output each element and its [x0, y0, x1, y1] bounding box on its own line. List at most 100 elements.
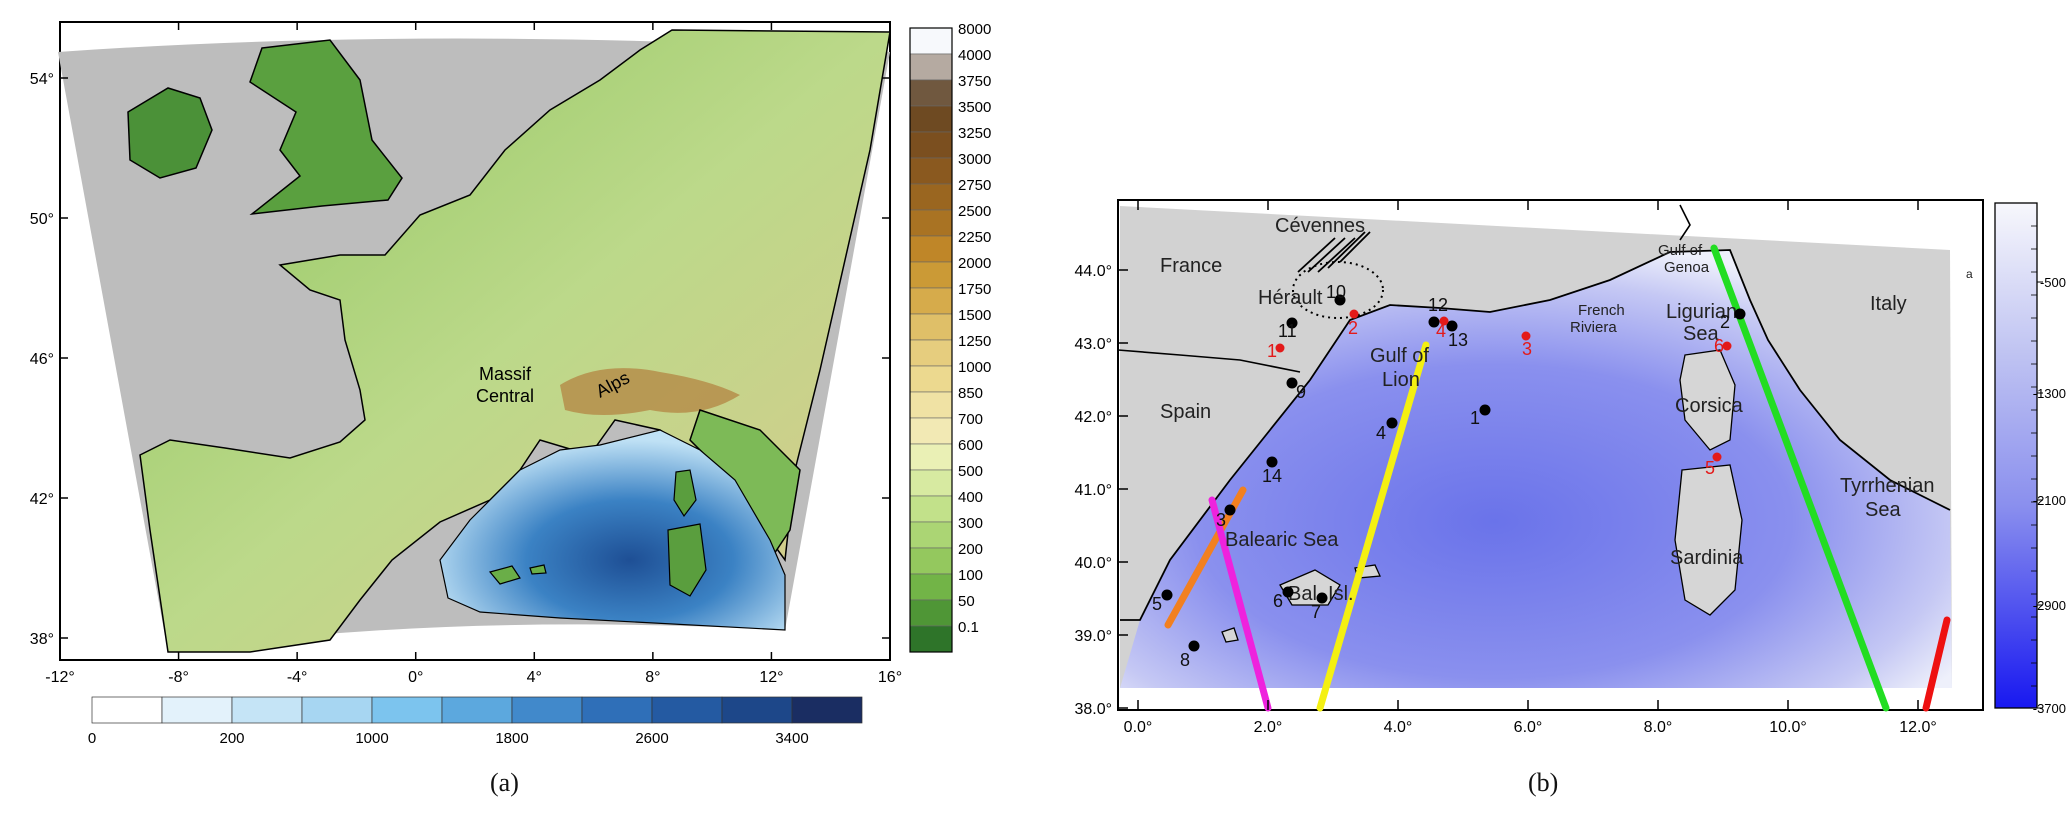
elevation-label: 1750 — [958, 281, 991, 298]
label-gulf-of-lion-2: Lion — [1382, 369, 1420, 391]
section-green — [1710, 244, 1890, 712]
elevation-label: 2750 — [958, 177, 991, 194]
station-black-label: 8 — [1180, 650, 1190, 670]
label-ligurian-2: Sea — [1683, 323, 1719, 345]
station-red-label: 3 — [1522, 339, 1532, 359]
depth-swatch — [791, 696, 863, 724]
corsica — [673, 469, 697, 518]
lon-tick-label: 8° — [645, 669, 660, 686]
elevation-swatch — [909, 391, 953, 419]
sardinia-b — [1674, 464, 1743, 616]
lat-tick-label: 46° — [30, 351, 54, 368]
elevation-label: 3000 — [958, 151, 991, 168]
station-red — [1722, 341, 1732, 351]
station-black-label: 6 — [1273, 591, 1283, 611]
elevation-swatch — [909, 183, 953, 211]
place-labels: France Spain Italy Cévennes Hérault Gulf… — [1160, 215, 1973, 605]
elevation-label: 500 — [958, 463, 983, 480]
label-gulf-of-genoa-1: Gulf of — [1658, 242, 1703, 259]
corsica-b — [1679, 349, 1736, 451]
elevation-swatch — [909, 625, 953, 653]
elevation-swatch — [909, 365, 953, 393]
depth-swatch — [721, 696, 793, 724]
label-ligurian-1: Ligurian — [1666, 301, 1737, 323]
elevation-swatch — [909, 573, 953, 601]
station-red-label: 2 — [1348, 318, 1358, 338]
depth-label: 3400 — [775, 730, 808, 747]
lat-tick-label-b: 42.0° — [1074, 409, 1112, 426]
label-french-riviera-1: French — [1578, 302, 1625, 319]
elevation-swatch — [909, 105, 953, 133]
station-black-label: 9 — [1296, 382, 1306, 402]
depth-tick-label-b: -2100 — [2033, 493, 2066, 508]
label-massif: Massif — [479, 364, 532, 384]
lon-tick-label: -4° — [287, 669, 308, 686]
depth-swatch — [581, 696, 653, 724]
caption-b: (b) — [1528, 768, 1559, 797]
lon-tick-label: -12° — [45, 669, 75, 686]
label-tyrrhenian-2: Sea — [1865, 499, 1901, 521]
panel-a: -12° -8° -4° 0° 4° 8° 12° 16° 54° 50° 46° 42° 38° Ma… — [0, 0, 1030, 812]
panel-a-ticks: -12° -8° -4° 0° 4° 8° 12° 16° 54° 50° 46° 42° 38° — [30, 22, 902, 686]
depth-tick-label-b: -1300 — [2033, 386, 2066, 401]
section-red — [1922, 616, 1951, 712]
label-corsica: Corsica — [1675, 395, 1744, 417]
lon-tick-label-b: 6.0° — [1514, 719, 1543, 736]
elevation-label: 1250 — [958, 333, 991, 350]
lon-tick-label: -8° — [168, 669, 189, 686]
station-black — [1224, 504, 1236, 516]
section-magenta — [1208, 496, 1272, 712]
label-herault: Hérault — [1258, 287, 1323, 309]
elevation-swatch — [909, 287, 953, 315]
label-france: France — [1160, 255, 1222, 277]
section-yellow — [1316, 341, 1430, 712]
border-france-spain — [1117, 349, 1301, 373]
elevation-swatch — [909, 235, 953, 263]
elevation-label: 50 — [958, 593, 975, 610]
station-black-label: 11 — [1278, 321, 1297, 341]
elevation-swatch — [909, 157, 953, 185]
lat-tick-label: 42° — [30, 491, 54, 508]
panel-b: France Spain Italy Cévennes Hérault Gulf… — [1030, 0, 2067, 812]
elevation-swatch — [909, 521, 953, 549]
elevation-label: 3500 — [958, 99, 991, 116]
elevation-swatch — [909, 469, 953, 497]
elevation-swatch — [909, 313, 953, 341]
elevation-swatch — [909, 547, 953, 575]
coastline-b — [1120, 249, 1951, 621]
elevation-label: 2000 — [958, 255, 991, 272]
label-cevennes: Cévennes — [1275, 215, 1365, 237]
elevation-bar-border — [909, 27, 953, 653]
station-red-label: 5 — [1705, 458, 1715, 478]
elevation-swatch — [909, 599, 953, 627]
station-red — [1439, 316, 1449, 326]
elevation-label: 700 — [958, 411, 983, 428]
station-black-label: 1 — [1470, 408, 1480, 428]
station-red-label: 4 — [1436, 321, 1446, 341]
elevation-swatch — [909, 261, 953, 289]
lat-tick-label-b: 40.0° — [1074, 555, 1112, 572]
station-black — [1479, 404, 1491, 416]
label-gulf-of-genoa-2: Genoa — [1664, 259, 1710, 276]
label-italy: Italy — [1870, 293, 1907, 315]
lon-tick-label-b: 10.0° — [1769, 719, 1807, 736]
label-central: Central — [476, 386, 534, 406]
balearic-islands — [488, 564, 547, 585]
depth-label: 1000 — [355, 730, 388, 747]
depth-swatch — [371, 696, 443, 724]
depth-swatch — [301, 696, 373, 724]
depth-colorbar-b — [1994, 202, 2038, 709]
label-spain: Spain — [1160, 401, 1211, 423]
depth-swatch — [511, 696, 583, 724]
cevennes-hatch — [1297, 231, 1371, 273]
lon-tick-label-b: 2.0° — [1254, 719, 1283, 736]
depth-colorbar: 0 200 1000 1800 2600 3400 — [88, 696, 863, 747]
lon-tick-label: 12° — [759, 669, 783, 686]
station-black-label: 4 — [1376, 423, 1386, 443]
alps-relief — [560, 368, 740, 415]
depth-swatch — [231, 696, 303, 724]
station-black — [1266, 456, 1278, 468]
elevation-swatch — [909, 417, 953, 445]
lat-tick-label: 38° — [30, 631, 54, 648]
elevation-label: 200 — [958, 541, 983, 558]
